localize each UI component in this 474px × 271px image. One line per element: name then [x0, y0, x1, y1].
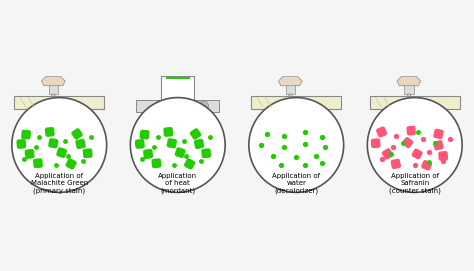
Ellipse shape — [43, 98, 64, 107]
Ellipse shape — [407, 101, 410, 104]
FancyBboxPatch shape — [25, 149, 35, 159]
Bar — [251, 96, 341, 109]
Circle shape — [12, 98, 107, 192]
FancyBboxPatch shape — [71, 128, 83, 140]
Circle shape — [249, 98, 344, 192]
FancyBboxPatch shape — [17, 139, 26, 149]
FancyBboxPatch shape — [140, 130, 149, 140]
Ellipse shape — [289, 101, 292, 104]
FancyBboxPatch shape — [391, 159, 401, 169]
FancyBboxPatch shape — [371, 138, 381, 148]
FancyBboxPatch shape — [33, 158, 43, 168]
Text: Application
of heat
(mordant): Application of heat (mordant) — [158, 173, 197, 193]
Bar — [404, 82, 413, 94]
Ellipse shape — [52, 101, 55, 104]
Bar — [161, 76, 194, 102]
FancyBboxPatch shape — [433, 129, 444, 139]
FancyBboxPatch shape — [411, 149, 423, 159]
Polygon shape — [289, 94, 292, 100]
FancyBboxPatch shape — [402, 137, 413, 148]
FancyBboxPatch shape — [48, 138, 58, 149]
Ellipse shape — [284, 78, 296, 85]
FancyBboxPatch shape — [201, 148, 211, 158]
FancyBboxPatch shape — [135, 139, 145, 149]
Bar — [370, 96, 460, 109]
FancyBboxPatch shape — [56, 147, 67, 158]
FancyBboxPatch shape — [45, 127, 55, 137]
FancyBboxPatch shape — [167, 138, 177, 149]
Ellipse shape — [280, 98, 301, 107]
Polygon shape — [397, 76, 421, 86]
FancyBboxPatch shape — [421, 160, 432, 171]
Circle shape — [367, 98, 462, 192]
Circle shape — [155, 101, 165, 111]
Polygon shape — [52, 94, 55, 100]
Text: Application of
water
(decolorizer): Application of water (decolorizer) — [272, 173, 320, 193]
FancyBboxPatch shape — [184, 158, 195, 170]
Circle shape — [130, 98, 225, 192]
Bar — [145, 112, 154, 119]
FancyBboxPatch shape — [75, 139, 86, 149]
FancyBboxPatch shape — [190, 128, 201, 140]
FancyBboxPatch shape — [175, 147, 185, 158]
FancyBboxPatch shape — [438, 151, 448, 161]
Polygon shape — [279, 76, 302, 86]
Circle shape — [199, 101, 209, 111]
Bar — [199, 112, 209, 119]
Ellipse shape — [403, 78, 415, 85]
FancyBboxPatch shape — [143, 149, 153, 159]
Text: Application of
Safranin
(counter stain): Application of Safranin (counter stain) — [389, 173, 441, 193]
FancyBboxPatch shape — [194, 139, 204, 149]
Bar — [137, 100, 219, 112]
Polygon shape — [41, 76, 65, 86]
FancyBboxPatch shape — [83, 148, 92, 158]
FancyBboxPatch shape — [65, 158, 77, 170]
Ellipse shape — [47, 78, 59, 85]
Bar — [14, 96, 104, 109]
FancyBboxPatch shape — [407, 126, 416, 136]
FancyBboxPatch shape — [152, 158, 161, 168]
Circle shape — [179, 101, 189, 111]
Bar — [285, 82, 295, 94]
Polygon shape — [407, 94, 410, 100]
Bar — [48, 82, 58, 94]
FancyBboxPatch shape — [382, 148, 393, 160]
FancyBboxPatch shape — [376, 126, 387, 137]
Text: Application of
Malachite Green
(primary stain): Application of Malachite Green (primary … — [31, 173, 88, 193]
Bar — [166, 72, 190, 79]
FancyBboxPatch shape — [21, 130, 31, 140]
Ellipse shape — [398, 98, 419, 107]
FancyBboxPatch shape — [433, 140, 444, 150]
FancyBboxPatch shape — [164, 127, 173, 137]
